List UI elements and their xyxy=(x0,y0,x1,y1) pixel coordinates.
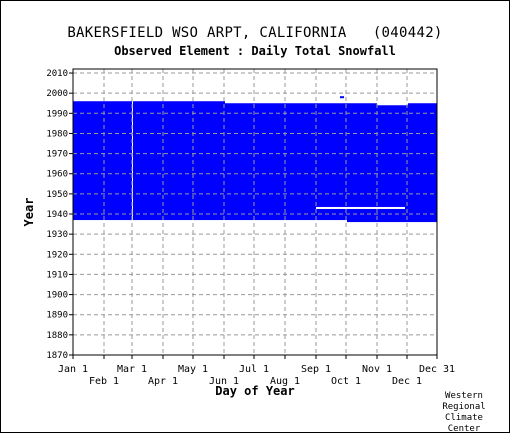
x-tick-label: Dec 1 xyxy=(392,376,422,387)
credit-line: Center xyxy=(447,424,481,434)
wrcc-credit: Western Regional Climate Center xyxy=(434,391,494,435)
credit-line: Regional xyxy=(442,402,486,412)
x-axis-title: Day of Year xyxy=(215,384,294,398)
y-tick-label: 1930 xyxy=(46,230,68,240)
y-tick-label: 1910 xyxy=(46,270,68,280)
credit-line: Climate xyxy=(445,413,483,423)
x-tick-label: May 1 xyxy=(178,364,208,375)
y-tick-label: 1990 xyxy=(46,109,68,119)
x-tick-label: Oct 1 xyxy=(331,376,361,387)
credit-line: Western xyxy=(445,391,483,401)
data-point xyxy=(146,204,150,207)
x-tick-label: Jul 1 xyxy=(239,364,269,375)
y-tick-label: 2000 xyxy=(46,89,68,99)
y-tick-label: 1980 xyxy=(46,129,68,139)
y-tick-label: 1970 xyxy=(46,150,68,160)
coverage-block xyxy=(347,103,377,223)
y-tick-label: 1940 xyxy=(46,210,68,220)
y-tick-label: 1890 xyxy=(46,311,68,321)
x-tick-label: Apr 1 xyxy=(148,376,178,387)
coverage-block xyxy=(134,101,225,221)
x-tick-label: Aug 1 xyxy=(270,376,300,387)
y-tick-label: 1880 xyxy=(46,331,68,341)
chart-subtitle: Observed Element : Daily Total Snowfall xyxy=(114,44,396,58)
x-tick-label: Jun 1 xyxy=(209,376,239,387)
y-axis-title: Year xyxy=(22,198,36,227)
chart-title: BAKERSFIELD WSO ARPT, CALIFORNIA (040442… xyxy=(67,25,443,41)
coverage-block xyxy=(377,105,408,223)
y-tick-label: 1870 xyxy=(46,351,68,361)
data-gap xyxy=(316,206,405,209)
y-tick-label: 2010 xyxy=(46,69,68,79)
x-tick-label: Dec 31 xyxy=(419,364,455,375)
x-tick-label: Jan 1 xyxy=(58,364,88,375)
x-tick-label: Feb 1 xyxy=(89,376,119,387)
coverage-block xyxy=(225,103,347,221)
y-tick-label: 1900 xyxy=(46,291,68,301)
y-tick-label: 1960 xyxy=(46,170,68,180)
data-point xyxy=(340,96,344,99)
x-tick-label: Nov 1 xyxy=(362,364,392,375)
x-tick-label: Sep 1 xyxy=(301,364,331,375)
y-tick-label: 1950 xyxy=(46,190,68,200)
coverage-block xyxy=(408,103,437,223)
x-tick-label: Mar 1 xyxy=(117,364,147,375)
y-tick-label: 1920 xyxy=(46,250,68,260)
plot-border xyxy=(72,68,438,356)
